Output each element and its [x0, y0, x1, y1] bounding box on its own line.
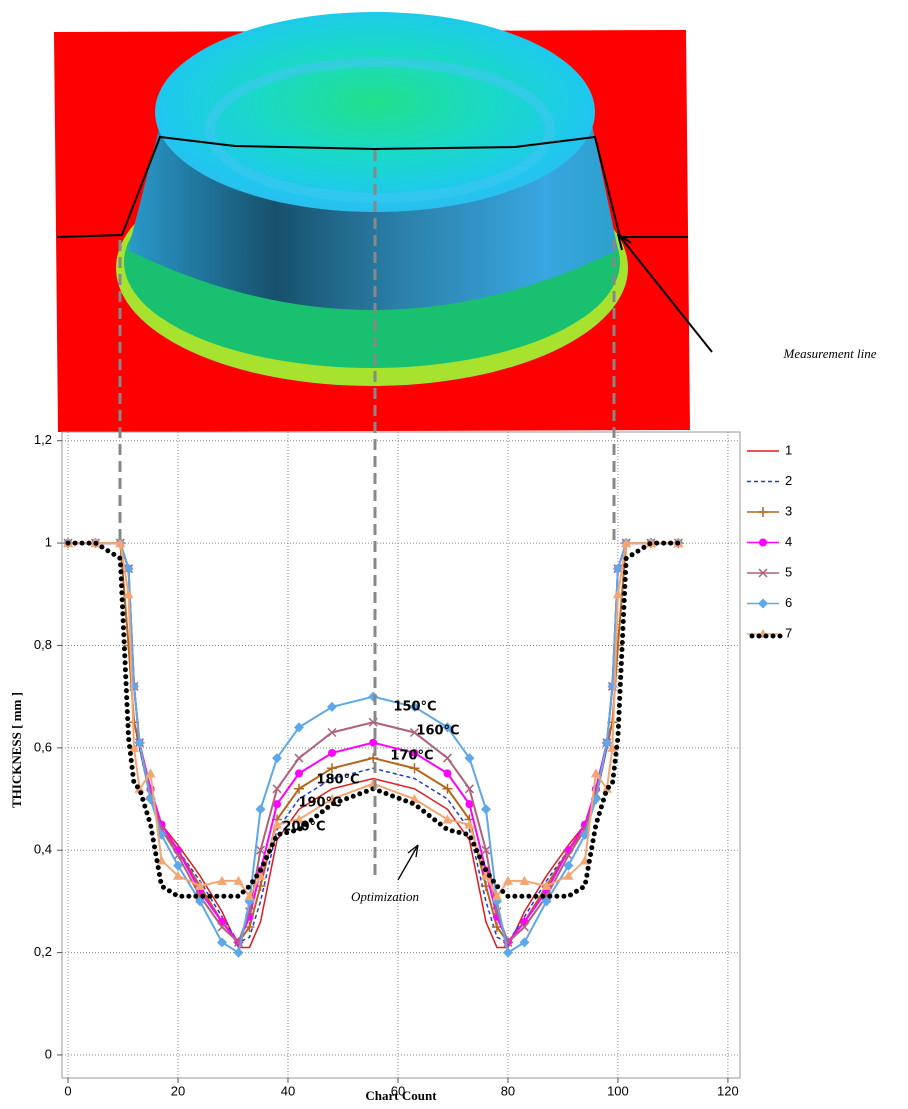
legend-label: 1 [785, 442, 792, 457]
temperature-label: 200°C [282, 820, 325, 835]
x-tick-label: 80 [501, 1083, 515, 1098]
x-axis-label: Chart Count [365, 1088, 437, 1103]
y-tick-label: 0,6 [34, 739, 52, 754]
series-marker [328, 749, 336, 757]
y-tick-label: 0,8 [34, 637, 52, 652]
x-tick-label: 120 [717, 1083, 739, 1098]
legend-marker [758, 507, 768, 517]
temperature-label: 190°C [298, 796, 341, 811]
legend-label: 7 [785, 625, 792, 640]
temperature-label: 180°C [316, 773, 359, 788]
y-tick-label: 1,2 [34, 432, 52, 447]
y-tick-label: 0,4 [34, 842, 52, 857]
legend-label: 4 [785, 534, 792, 549]
legend-label: 6 [785, 595, 792, 610]
y-axis-label: THICKNESS [ mm ] [9, 692, 24, 808]
x-tick-label: 40 [281, 1083, 295, 1098]
x-tick-label: 0 [64, 1083, 71, 1098]
annotation: Measurement line [782, 346, 876, 361]
legend-label: 2 [785, 473, 792, 488]
y-tick-label: 0 [45, 1046, 52, 1061]
temperature-label: 170°C [390, 749, 433, 764]
series-marker [295, 769, 303, 777]
x-tick-label: 100 [607, 1083, 629, 1098]
legend-marker [759, 539, 767, 547]
legend-label: 5 [785, 564, 792, 579]
legend-marker [758, 599, 768, 609]
x-tick-label: 20 [171, 1083, 185, 1098]
temperature-label: 160°C [416, 724, 459, 739]
annotation: Optimization [351, 889, 419, 904]
figure: 00,20,40,60,811,2020406080100120Chart Co… [0, 0, 908, 1104]
surface-image [54, 12, 690, 432]
temperature-label: 150°C [393, 700, 436, 715]
y-tick-label: 1 [45, 535, 52, 550]
y-tick-label: 0,2 [34, 944, 52, 959]
series-marker [443, 769, 451, 777]
legend-label: 3 [785, 503, 792, 518]
